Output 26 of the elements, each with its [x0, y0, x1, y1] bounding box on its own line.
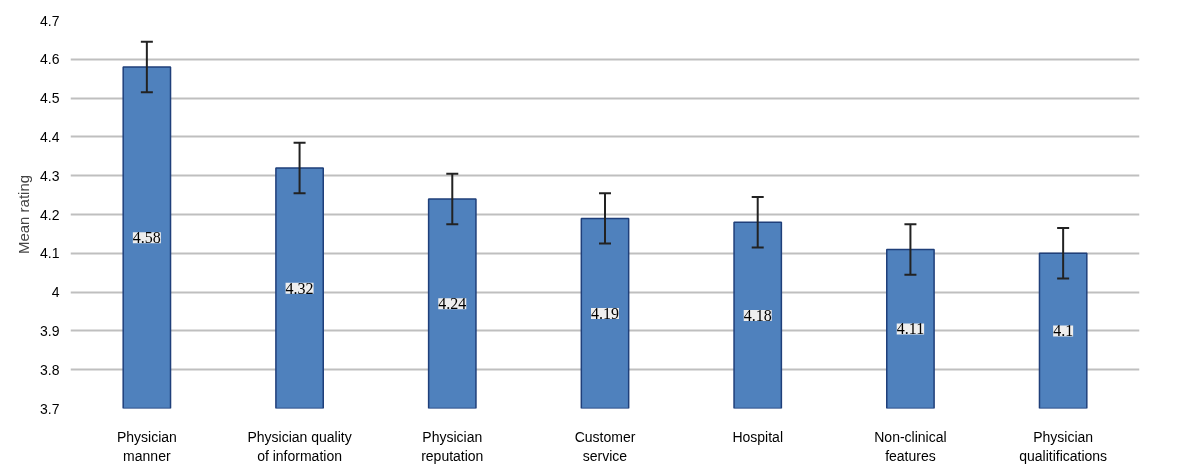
- x-tick-label: Physician reputation: [421, 428, 484, 464]
- x-tick-label: Hospital: [732, 428, 784, 445]
- x-tick-label: Physician qualitifications: [1019, 428, 1108, 464]
- data-label: 4.1: [1053, 322, 1074, 340]
- y-tick-label: 4: [51, 284, 60, 301]
- y-tick-label: 3.7: [40, 400, 60, 417]
- y-tick-label: 4.2: [40, 206, 60, 223]
- y-tick-label: 4.3: [40, 167, 60, 184]
- x-tick-label: Physician manner: [116, 428, 177, 464]
- y-tick-label: 3.8: [40, 361, 60, 378]
- y-tick-label: 4.5: [40, 90, 60, 107]
- x-tick-label: Physician quality of information: [247, 428, 352, 464]
- data-label: 4.19: [591, 304, 619, 322]
- data-label: 4.32: [285, 279, 314, 297]
- data-label: 4.11: [896, 320, 925, 338]
- y-tick-label: 3.9: [40, 322, 60, 339]
- data-label: 4.18: [743, 306, 772, 324]
- y-tick-label: 4.6: [40, 51, 60, 68]
- y-axis-title: Mean rating: [15, 174, 33, 255]
- x-tick-label: Customer service: [574, 428, 636, 464]
- y-tick-label: 4.1: [40, 245, 60, 262]
- y-tick-label: 4.4: [40, 128, 60, 145]
- x-tick-label: Non-clinical features: [874, 428, 947, 464]
- y-tick-label: 4.7: [40, 12, 60, 29]
- data-label: 4.58: [132, 229, 161, 247]
- data-label: 4.24: [438, 295, 467, 313]
